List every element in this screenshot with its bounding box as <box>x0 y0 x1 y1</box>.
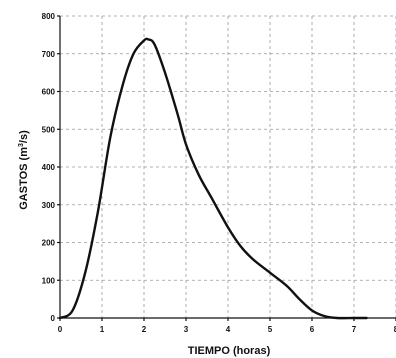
x-axis-label: TIEMPO (horas) <box>188 345 271 357</box>
x-tick-label: 7 <box>352 325 357 334</box>
x-tick-label: 0 <box>58 325 63 334</box>
y-tick-label: 300 <box>42 201 56 210</box>
y-axis-label: GASTOS (m3/s) <box>18 130 30 210</box>
x-tick-label: 6 <box>310 325 315 334</box>
hydrograph-line <box>58 37 368 320</box>
tick-labels: 0 1 2 3 4 5 6 7 8 0 100 200 300 400 500 600 700 800 <box>42 12 396 334</box>
x-tick-label: 2 <box>142 325 147 334</box>
x-tick-label: 3 <box>184 325 189 334</box>
y-tick-label: 100 <box>42 276 56 285</box>
x-tick-label: 1 <box>100 325 105 334</box>
x-tick-label: 5 <box>268 325 273 334</box>
y-tick-label: 700 <box>42 50 56 59</box>
axes <box>57 15 396 321</box>
y-tick-label: 800 <box>42 12 56 21</box>
series <box>58 37 368 320</box>
grid <box>60 15 396 318</box>
x-tick-label: 8 <box>394 325 396 334</box>
y-tick-label: 0 <box>51 314 56 323</box>
y-tick-label: 200 <box>42 239 56 248</box>
x-tick-label: 4 <box>226 325 231 334</box>
y-tick-label: 600 <box>42 88 56 97</box>
y-tick-label: 500 <box>42 125 56 134</box>
y-tick-label: 400 <box>42 163 56 172</box>
